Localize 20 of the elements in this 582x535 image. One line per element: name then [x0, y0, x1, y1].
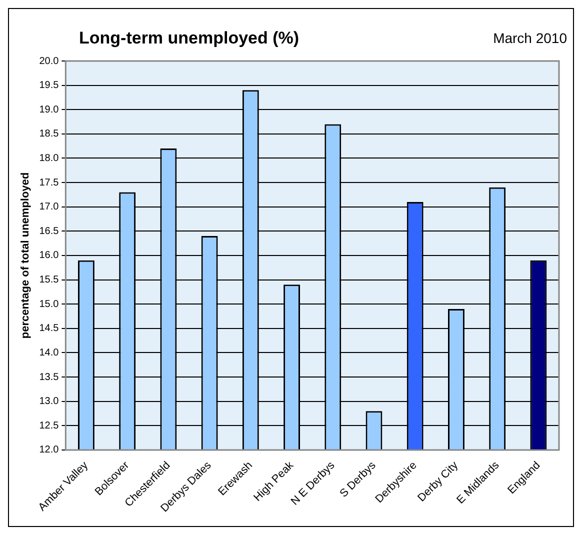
y-tick-label: 15.5	[39, 274, 60, 286]
y-tick-label: 16.0	[39, 250, 60, 262]
chart-title: Long-term unemployed (%)	[79, 28, 300, 48]
y-tick-label: 14.5	[39, 323, 60, 334]
chart-subtitle: March 2010	[493, 30, 568, 46]
y-tick-label: 13.0	[39, 396, 60, 408]
y-tick-label: 13.5	[39, 372, 60, 383]
y-tick-label: 18.5	[39, 128, 60, 140]
y-axis-title: percentage of total unemployed	[20, 172, 32, 339]
y-tick-label: 20.0	[39, 56, 60, 67]
y-tick-label: 12.5	[39, 420, 60, 432]
y-tick-label: 17.0	[39, 202, 60, 213]
y-tick-label: 17.5	[39, 177, 60, 188]
y-tick-label: 19.0	[39, 104, 60, 116]
y-tick-label: 12.0	[39, 444, 60, 456]
y-tick-label: 18.0	[39, 152, 60, 164]
y-tick-label: 14.0	[39, 347, 60, 358]
y-tick-label: 15.0	[39, 298, 60, 310]
y-tick-label: 16.5	[39, 226, 60, 237]
y-tick-label: 19.5	[39, 80, 60, 92]
